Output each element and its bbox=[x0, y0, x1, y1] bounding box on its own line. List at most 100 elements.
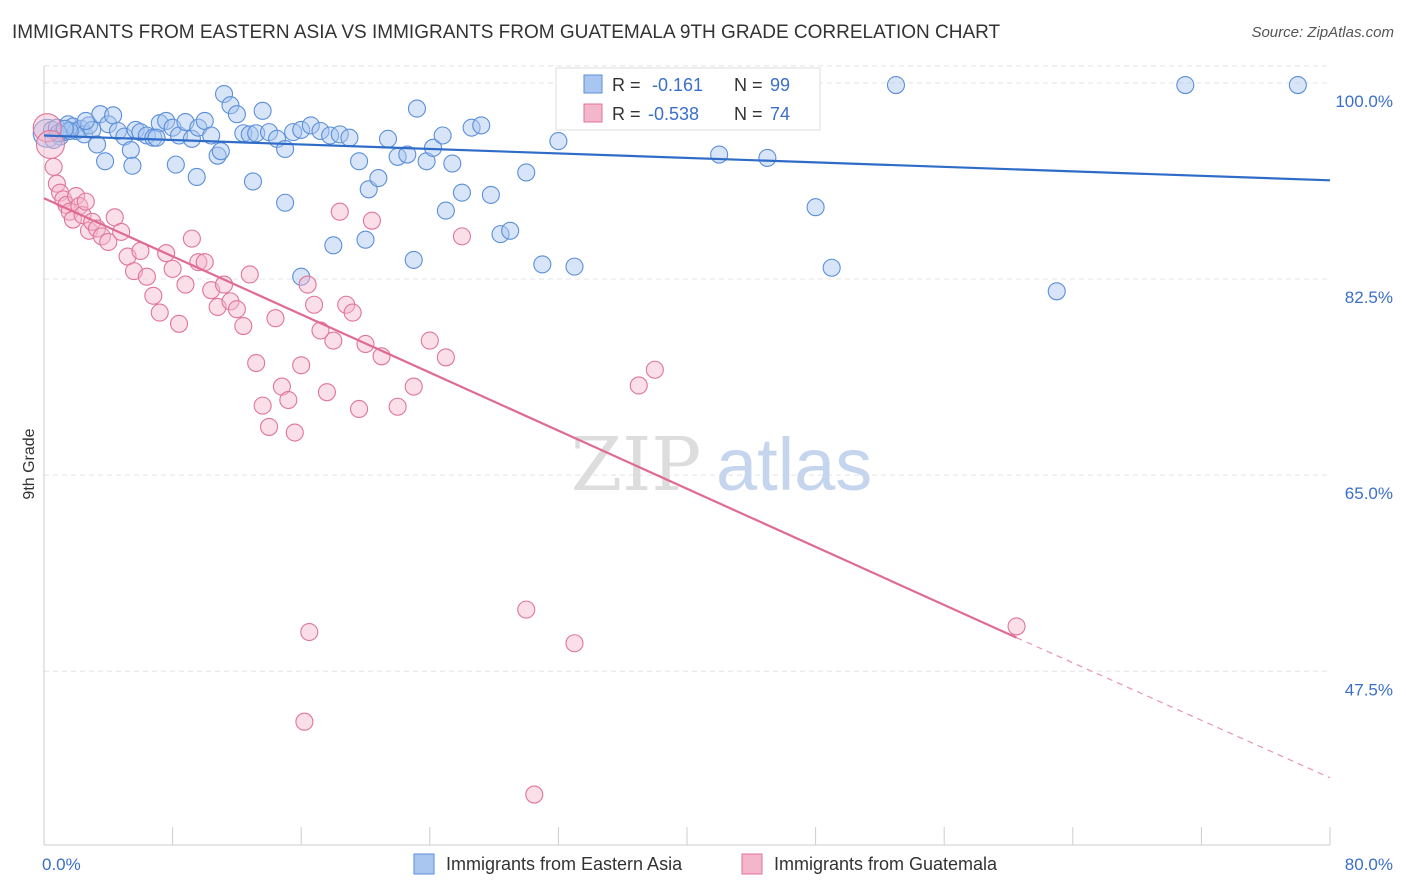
eastern-asia-point-70 bbox=[565, 257, 584, 276]
x-tick-label-0: 0.0% bbox=[42, 855, 81, 874]
trend-extension-guatemala bbox=[1016, 637, 1331, 779]
eastern-asia-point-64 bbox=[481, 185, 500, 204]
trend-line-eastern-asia bbox=[43, 134, 1331, 182]
eastern-asia-point-34 bbox=[221, 96, 240, 115]
eastern-asia-point-47 bbox=[321, 126, 340, 145]
guatemala-point-30 bbox=[182, 229, 201, 248]
eastern-asia-point-73 bbox=[710, 145, 729, 164]
guatemala-point-62 bbox=[420, 331, 439, 350]
y-axis-label: 9th Grade bbox=[21, 428, 38, 499]
guatemala-point-41 bbox=[253, 396, 272, 415]
chart-title: IMMIGRANTS FROM EASTERN ASIA VS IMMIGRAN… bbox=[12, 22, 1001, 43]
guatemala-point-9 bbox=[67, 186, 86, 206]
guatemala-point-66 bbox=[565, 634, 584, 653]
eastern-asia-point-11 bbox=[83, 120, 102, 139]
eastern-asia-point-39 bbox=[253, 101, 272, 120]
guatemala-point-68 bbox=[645, 360, 664, 379]
guatemala-point-40 bbox=[247, 353, 266, 373]
guatemala-point-69 bbox=[300, 622, 319, 642]
eastern-asia-point-84 bbox=[324, 236, 343, 255]
stats-n-label-1: N = bbox=[734, 75, 763, 95]
eastern-asia-point-48 bbox=[330, 125, 349, 144]
legend-swatch-guatemala bbox=[741, 853, 763, 875]
eastern-asia-point-46 bbox=[311, 121, 330, 141]
eastern-asia-point-28 bbox=[182, 129, 201, 148]
eastern-asia-point-38 bbox=[247, 124, 266, 143]
guatemala-point-63 bbox=[436, 348, 455, 367]
guatemala-point-51 bbox=[317, 383, 336, 402]
guatemala-point-2 bbox=[44, 157, 63, 176]
eastern-asia-point-69 bbox=[549, 132, 568, 151]
eastern-asia-point-67 bbox=[517, 163, 536, 182]
guatemala-point-23 bbox=[137, 267, 156, 286]
guatemala-point-39 bbox=[240, 265, 259, 284]
eastern-asia-point-89 bbox=[187, 167, 206, 187]
stats-swatch-eastern-asia bbox=[583, 74, 603, 94]
series-guatemala-points bbox=[32, 109, 1026, 804]
stats-r-label-1: R = bbox=[612, 75, 641, 95]
eastern-asia-point-12 bbox=[87, 135, 107, 154]
stats-r-label-2: R = bbox=[612, 104, 641, 124]
guatemala-point-19 bbox=[112, 222, 131, 241]
eastern-asia-point-75 bbox=[806, 198, 825, 217]
eastern-asia-point-63 bbox=[472, 116, 491, 135]
eastern-asia-point-74 bbox=[758, 148, 777, 167]
eastern-asia-point-81 bbox=[436, 201, 455, 220]
guatemala-point-71 bbox=[525, 785, 544, 804]
eastern-asia-point-94 bbox=[76, 111, 95, 130]
eastern-asia-point-86 bbox=[276, 193, 295, 212]
stats-swatch-guatemala bbox=[583, 103, 603, 123]
eastern-asia-point-76 bbox=[822, 258, 841, 277]
legend-label-guatemala: Immigrants from Guatemala bbox=[774, 854, 998, 874]
guatemala-point-38 bbox=[234, 316, 253, 336]
eastern-asia-point-24 bbox=[157, 111, 176, 130]
guatemala-point-49 bbox=[305, 295, 324, 314]
eastern-asia-point-50 bbox=[350, 152, 369, 171]
y-tick-label-3: 47.5% bbox=[1345, 680, 1393, 699]
eastern-asia-point-52 bbox=[369, 169, 388, 188]
gridlines bbox=[44, 65, 1330, 672]
eastern-asia-point-59 bbox=[433, 126, 452, 145]
legend-swatch-eastern-asia bbox=[413, 853, 435, 875]
eastern-asia-point-31 bbox=[202, 126, 221, 145]
guatemala-point-37 bbox=[227, 300, 246, 319]
eastern-asia-point-83 bbox=[356, 230, 375, 249]
guatemala-point-55 bbox=[343, 303, 362, 322]
eastern-asia-point-56 bbox=[407, 99, 426, 118]
x-tick-label-1: 80.0% bbox=[1345, 855, 1393, 874]
eastern-asia-point-44 bbox=[292, 120, 311, 139]
stats-n-value-2: 74 bbox=[770, 104, 790, 124]
trend-lines bbox=[43, 134, 1331, 779]
eastern-asia-point-61 bbox=[452, 183, 472, 202]
guatemala-point-45 bbox=[279, 390, 298, 410]
guatemala-point-72 bbox=[1007, 617, 1026, 636]
guatemala-point-61 bbox=[404, 377, 423, 396]
guatemala-point-64 bbox=[452, 227, 472, 246]
source-credit: Source: ZipAtlas.com bbox=[1251, 24, 1394, 41]
guatemala-point-58 bbox=[362, 211, 381, 230]
guatemala-point-12 bbox=[76, 192, 95, 211]
stats-n-value-1: 99 bbox=[770, 75, 790, 95]
guatemala-point-25 bbox=[150, 303, 169, 322]
eastern-asia-point-78 bbox=[1047, 282, 1066, 301]
guatemala-point-52 bbox=[324, 331, 343, 350]
guatemala-point-28 bbox=[169, 314, 189, 333]
eastern-asia-point-68 bbox=[533, 255, 552, 274]
eastern-asia-point-60 bbox=[443, 154, 462, 173]
trend-line-guatemala bbox=[43, 197, 1017, 639]
guatemala-point-47 bbox=[292, 356, 311, 375]
stats-box: R = -0.161 N = 99 R = -0.538 N = 74 bbox=[555, 67, 821, 131]
eastern-asia-point-91 bbox=[147, 128, 166, 147]
stats-r-value-2: -0.538 bbox=[648, 104, 699, 124]
eastern-asia-point-90 bbox=[166, 155, 185, 174]
guatemala-point-70 bbox=[295, 712, 314, 731]
eastern-asia-point-49 bbox=[340, 128, 359, 147]
y-tick-label-2: 65.0% bbox=[1345, 484, 1393, 503]
legend-label-eastern-asia: Immigrants from Eastern Asia bbox=[446, 854, 683, 874]
eastern-asia-point-88 bbox=[211, 142, 230, 161]
eastern-asia-point-18 bbox=[121, 141, 140, 160]
eastern-asia-point-92 bbox=[123, 156, 142, 175]
eastern-asia-point-93 bbox=[96, 152, 115, 171]
y-tick-label-0: 100.0% bbox=[1335, 92, 1393, 111]
eastern-asia-point-55 bbox=[398, 145, 417, 164]
